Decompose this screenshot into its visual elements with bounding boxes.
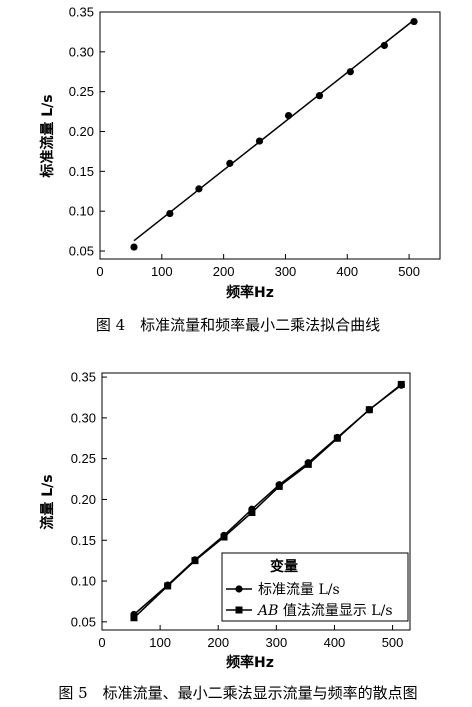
chart-1-x-tick-label: 0 <box>96 264 103 279</box>
chart-1-x-axis-label: 频率Hz <box>226 284 274 301</box>
chart-2-legend-title: 变量 <box>270 558 298 575</box>
chart-2-series-2-line <box>133 383 402 619</box>
chart-2-y-tick-label: 0.35 <box>71 370 96 385</box>
chart-2-legend-label-standard: 标准流量 L/s <box>258 582 340 598</box>
chart-2-x-ticks: 0 100 200 300 400 500 <box>98 625 403 650</box>
chart-1-y-tick-label: 0.10 <box>69 204 94 219</box>
chart-1-series-1-point <box>346 68 354 76</box>
chart-2-y-ticks: 0.05 0.10 0.15 0.20 0.25 0.30 0.35 <box>71 370 107 629</box>
chart-2-y-tick-label: 0.30 <box>71 410 96 425</box>
chart-2-series-2-point <box>164 582 172 590</box>
chart-1-x-tick-label: 500 <box>398 264 420 279</box>
chart-2-series-2-point <box>130 614 138 622</box>
chart-1-y-ticks: 0.05 0.10 0.15 0.20 0.25 0.30 0.35 <box>69 5 105 259</box>
chart-2-legend-label-ab-main: 值法流量显示 L/s <box>278 603 392 619</box>
chart-1-y-tick-label: 0.35 <box>69 5 94 20</box>
chart-2: 0.05 0.10 0.15 0.20 0.25 0.30 0.35 0 100 200 300 4… <box>39 370 418 702</box>
chart-1-x-ticks: 0 100 200 300 400 500 <box>96 254 420 279</box>
chart-1-series-1-point <box>226 159 234 167</box>
chart-1-x-tick-label: 300 <box>275 264 297 279</box>
chart-1-x-tick-label: 200 <box>213 264 235 279</box>
chart-2-series-2-point <box>191 557 199 565</box>
chart-2-x-tick-label: 500 <box>382 635 404 650</box>
chart-1: 0.05 0.10 0.15 0.20 0.25 0.30 0.35 0 100 200 300 4… <box>39 5 441 334</box>
chart-2-series-2-point <box>333 434 341 442</box>
chart-2-x-tick-label: 0 <box>98 635 105 650</box>
chart-1-series-1-point <box>130 243 138 251</box>
chart-1-y-tick-label: 0.20 <box>69 124 94 139</box>
chart-2-plot-frame <box>101 372 411 631</box>
chart-1-y-axis-label: 标准流量 L/s <box>39 94 56 178</box>
chart-2-y-axis-label: 流量 L/s <box>39 474 56 529</box>
chart-1-series <box>130 17 418 251</box>
chart-1-y-tick-label: 0.15 <box>69 164 94 179</box>
chart-2-series-2-point <box>248 509 256 517</box>
chart-2-series-2-point <box>220 533 228 541</box>
chart-1-x-tick-label: 400 <box>336 264 358 279</box>
chart-2-x-tick-label: 400 <box>324 635 346 650</box>
chart-2-legend: 变量 标准流量 L/s AB 值法流量显示 L/s <box>221 552 409 622</box>
chart-2-legend-marker-circle <box>235 585 243 593</box>
chart-2-y-tick-label: 0.20 <box>71 492 96 507</box>
chart-1-caption: 图 4 标准流量和频率最小二乘法拟合曲线 <box>96 316 380 334</box>
chart-2-legend-marker-square <box>235 606 243 614</box>
chart-1-y-tick-label: 0.05 <box>69 244 94 259</box>
chart-2-series-2-point <box>304 460 312 468</box>
chart-2-x-tick-label: 300 <box>265 635 287 650</box>
chart-1-y-tick-label: 0.30 <box>69 44 94 59</box>
chart-2-series <box>130 380 405 622</box>
chart-1-y-tick-label: 0.25 <box>69 84 94 99</box>
chart-2-y-tick-label: 0.25 <box>71 451 96 466</box>
chart-2-y-tick-label: 0.05 <box>71 614 96 629</box>
chart-2-series-2-point <box>275 482 283 490</box>
chart-2-x-axis-label: 频率Hz <box>226 654 274 671</box>
chart-2-y-tick-label: 0.15 <box>71 533 96 548</box>
chart-2-y-tick-label: 0.10 <box>71 574 96 589</box>
chart-1-plot-frame <box>99 11 441 260</box>
chart-1-x-tick-label: 100 <box>151 264 173 279</box>
chart-2-caption: 图 5 标准流量、最小二乘法显示流量与频率的散点图 <box>58 684 417 702</box>
chart-1-series-2-line <box>133 19 415 242</box>
chart-2-legend-label-ab-italic: AB <box>256 603 278 619</box>
chart-2-series-2-point <box>365 406 373 414</box>
chart-2-series-2-point <box>397 380 405 388</box>
chart-1-series-1-point <box>410 17 418 26</box>
chart-2-legend-box <box>221 552 409 622</box>
chart-2-x-tick-label: 200 <box>207 635 229 650</box>
chart-2-legend-label-ab: AB 值法流量显示 L/s <box>256 603 393 619</box>
chart-1-series-1-point <box>380 41 388 50</box>
chart-2-x-tick-label: 100 <box>149 635 171 650</box>
